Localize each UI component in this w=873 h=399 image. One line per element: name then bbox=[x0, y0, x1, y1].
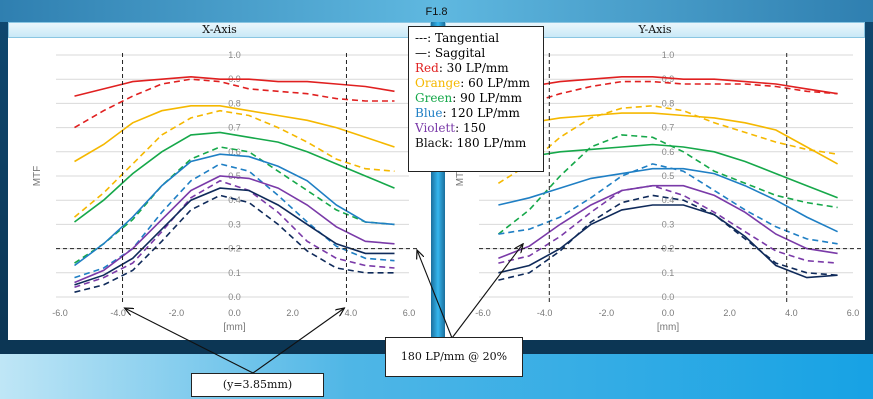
legend-violett-color-label: Violett bbox=[415, 121, 456, 135]
y-axis-ytick-label: 0.8 bbox=[662, 98, 675, 108]
y-axis-orange-dashed-series bbox=[497, 104, 838, 184]
legend-blue-text: : 120 LP/mm bbox=[442, 106, 520, 120]
legend-red-color-label: Red bbox=[415, 61, 439, 75]
x-axis-xtick-label: -4.0 bbox=[110, 308, 126, 318]
legend-orange-color-label: Orange bbox=[415, 76, 461, 90]
x-axis-ytick-label: 0.8 bbox=[228, 98, 241, 108]
y-axis-xtick-label: 0.0 bbox=[662, 308, 675, 318]
legend-black: Black: 180 LP/mm bbox=[415, 136, 537, 151]
x-axis-ytick-label: 0.1 bbox=[228, 268, 241, 278]
aperture-title: F1.8 bbox=[425, 6, 448, 18]
x-axis-black-dashed-series bbox=[74, 194, 395, 293]
x-axis-panel-title: X-Axis bbox=[8, 22, 431, 38]
y-axis-ytick-label: 1.0 bbox=[662, 50, 675, 60]
lp180-arrow-right bbox=[451, 244, 523, 339]
lp180-callout: 180 LP/mm @ 20% bbox=[385, 337, 523, 377]
x-axis-ytick-label: 1.0 bbox=[228, 50, 241, 60]
y-axis-ytick-label: 0.0 bbox=[662, 292, 675, 302]
y-axis-black-solid-series bbox=[498, 204, 838, 279]
y-axis-xtick-label: 2.0 bbox=[723, 308, 736, 318]
x-axis-ytick-label: 0.3 bbox=[228, 219, 241, 229]
legend-black-color-label: Black bbox=[415, 136, 449, 150]
x-axis-red-dashed-series bbox=[74, 78, 395, 129]
y-axis-red-solid-series bbox=[498, 76, 838, 95]
y-axis-violet-dashed-series bbox=[498, 184, 838, 264]
legend-violett-text: : 150 bbox=[455, 121, 486, 135]
legend-red: Red: 30 LP/mm bbox=[415, 61, 537, 76]
legend-green: Green: 90 LP/mm bbox=[415, 91, 537, 106]
y-axis-xtick-label: -2.0 bbox=[599, 308, 615, 318]
legend-saggital: —: Saggital bbox=[415, 46, 537, 61]
x-axis-orange-solid-series bbox=[74, 105, 395, 163]
y-axis-xtick-label: -4.0 bbox=[537, 308, 553, 318]
x-axis-xtick-label: 2.0 bbox=[286, 308, 299, 318]
y-axis-ytick-label: 0.1 bbox=[662, 268, 675, 278]
x-axis-black-solid-series bbox=[74, 187, 395, 286]
x-axis-violet-dashed-series bbox=[74, 179, 395, 289]
y-position-arrow-right bbox=[252, 308, 344, 374]
x-axis-blue-dashed-series bbox=[74, 163, 395, 279]
x-axis-ytick-label: 0.7 bbox=[228, 123, 241, 133]
legend-tangential: ---: Tangential bbox=[415, 31, 537, 46]
x-axis-ytick-label: 0.4 bbox=[228, 195, 241, 205]
y-axis-ytick-label: 0.9 bbox=[662, 74, 675, 84]
y-axis-green-dashed-series bbox=[497, 134, 838, 235]
legend-orange: Orange: 60 LP/mm bbox=[415, 76, 537, 91]
y-axis-xtick-label: 4.0 bbox=[785, 308, 798, 318]
legend-red-text: : 30 LP/mm bbox=[438, 61, 509, 75]
y-axis-ytick-label: 0.3 bbox=[662, 219, 675, 229]
legend-black-text: : 180 LP/mm bbox=[448, 136, 527, 150]
x-axis-xtick-label: 6.0 bbox=[403, 308, 416, 318]
x-axis-xlabel: [mm] bbox=[223, 322, 245, 333]
y-axis-ytick-label: 0.7 bbox=[662, 123, 675, 133]
y-axis-orange-solid-series bbox=[498, 112, 838, 165]
lp180-arrow-left bbox=[417, 250, 453, 339]
y-axis-black-dashed-series bbox=[498, 194, 838, 281]
y-axis-ytick-label: 0.4 bbox=[662, 195, 675, 205]
legend-saggital-text: —: Saggital bbox=[415, 46, 486, 60]
x-axis-green-dashed-series bbox=[74, 146, 395, 264]
legend-tangential-text: ---: Tangential bbox=[415, 31, 500, 45]
legend-orange-text: : 60 LP/mm bbox=[460, 76, 531, 90]
y-axis-violet-solid-series bbox=[498, 184, 838, 260]
legend-violett: Violett: 150 bbox=[415, 121, 537, 136]
x-axis-ytick-label: 0.5 bbox=[228, 171, 241, 181]
y-axis-green-solid-series bbox=[498, 143, 838, 199]
x-axis-ytick-label: 0.0 bbox=[228, 292, 241, 302]
y-axis-ytick-label: 0.5 bbox=[662, 171, 675, 181]
y-axis-red-dashed-series bbox=[498, 80, 838, 112]
legend-blue: Blue: 120 LP/mm bbox=[415, 106, 537, 121]
x-axis-xtick-label: -2.0 bbox=[169, 308, 185, 318]
x-axis-red-solid-series bbox=[74, 75, 395, 97]
legend-blue-color-label: Blue bbox=[415, 106, 443, 120]
x-axis-green-solid-series bbox=[74, 131, 395, 223]
x-axis-xtick-label: 4.0 bbox=[345, 308, 358, 318]
y-axis-ylabel: MTF bbox=[455, 166, 466, 187]
y-position-arrow-left bbox=[125, 308, 254, 374]
y-axis-xtick-label: 6.0 bbox=[847, 308, 860, 318]
legend-green-text: : 90 LP/mm bbox=[452, 91, 523, 105]
y-axis-xlabel: [mm] bbox=[657, 322, 679, 333]
legend: ---: Tangential —: Saggital Red: 30 LP/mm O… bbox=[408, 26, 544, 172]
y-axis-blue-solid-series bbox=[498, 167, 838, 233]
y-axis-panel-title: Y-Axis bbox=[445, 22, 865, 38]
x-axis-ytick-label: 0.6 bbox=[228, 147, 241, 157]
x-axis-ylabel: MTF bbox=[32, 166, 43, 187]
y-position-callout: (y=3.85mm) bbox=[191, 373, 324, 397]
x-axis-blue-solid-series bbox=[74, 153, 395, 267]
x-axis-violet-solid-series bbox=[74, 175, 395, 284]
x-axis-orange-dashed-series bbox=[73, 109, 395, 218]
y-axis-ytick-label: 0.6 bbox=[662, 147, 675, 157]
x-axis-xtick-label: 0.0 bbox=[228, 308, 241, 318]
legend-green-color-label: Green bbox=[415, 91, 453, 105]
top-band bbox=[0, 0, 873, 22]
y-axis-xtick-label: -6.0 bbox=[475, 308, 491, 318]
x-axis-xtick-label: -6.0 bbox=[52, 308, 68, 318]
